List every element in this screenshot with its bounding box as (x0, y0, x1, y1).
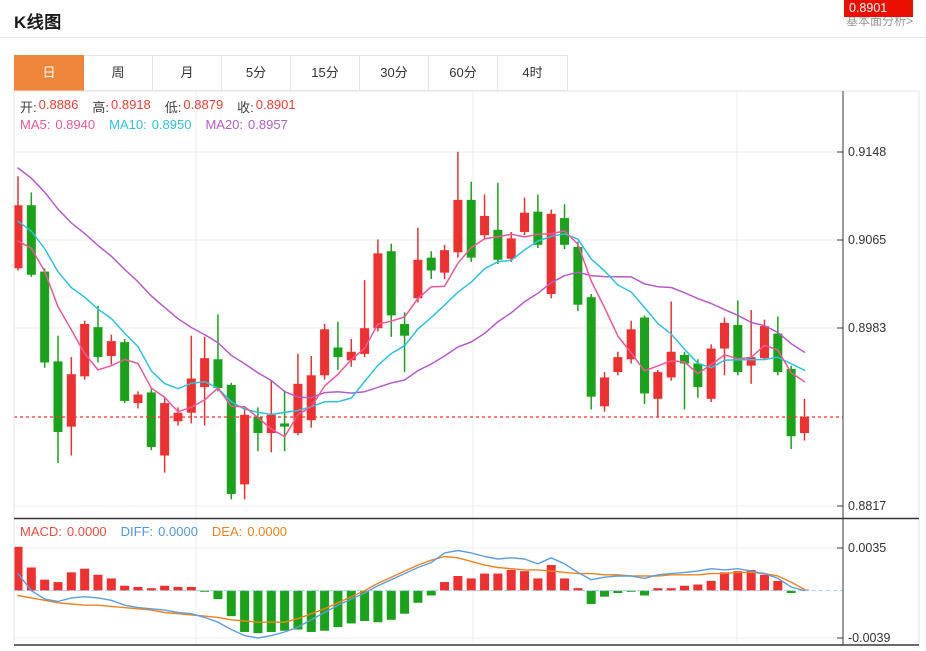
open-label: 开: (20, 100, 37, 115)
high-label: 高: (92, 100, 110, 115)
macd-tick-2: -0.0039 (848, 631, 891, 645)
low-label: 低: (164, 100, 182, 115)
interval-tabs: 日 周 月 5分 15分 30分 60分 4时 (14, 55, 568, 91)
price-tick-3: 0.8983 (848, 321, 887, 335)
ohlc-readout: 开: 0.8886 高: 0.8918 低: 0.8879 收: 0.8901 (20, 97, 296, 116)
low-value: 0.8879 (183, 97, 224, 112)
ma10-label: MA10: (109, 117, 147, 132)
ma20-label: MA20: (205, 117, 244, 132)
macd-readout: MACD: 0.0000 DIFF: 0.0000 DEA: 0.0000 (20, 524, 287, 539)
frame-layer (13, 90, 920, 646)
price-tick-2: 0.9065 (848, 233, 887, 247)
tab-day[interactable]: 日 (14, 55, 84, 91)
page-title: K线图 (14, 13, 62, 32)
dea-label: DEA: (211, 524, 243, 539)
tab-30min[interactable]: 30分 (360, 56, 429, 90)
tab-week[interactable]: 周 (84, 56, 153, 90)
diff-value: 0.0000 (158, 524, 198, 539)
close-value: 0.8901 (255, 97, 296, 112)
candles-layer (13, 151, 809, 500)
fundamental-analysis-link[interactable]: 基本面分析> (845, 14, 913, 28)
ma-readout: MA5: 0.8940 MA10: 0.8950 MA20: 0.8957 (20, 117, 288, 132)
high-value: 0.8918 (111, 97, 151, 112)
diff-label: DIFF: (120, 524, 154, 539)
tab-month[interactable]: 月 (153, 56, 222, 90)
close-label: 收: (237, 100, 254, 115)
title-divider (0, 37, 926, 38)
ma10-value: 0.8950 (151, 117, 192, 132)
open-value: 0.8886 (38, 97, 79, 112)
ma20-value: 0.8957 (248, 117, 288, 132)
tab-15min[interactable]: 15分 (291, 56, 360, 90)
dea-value: 0.0000 (247, 524, 288, 539)
tab-60min[interactable]: 60分 (429, 56, 498, 90)
price-tick-1: 0.9148 (848, 145, 887, 159)
tab-5min[interactable]: 5分 (222, 56, 291, 90)
ma5-value: 0.8940 (55, 117, 96, 132)
ma-lines-layer (17, 167, 806, 438)
macd-label: MACD: (20, 524, 62, 539)
macd-lines (17, 549, 806, 639)
macd-histogram (13, 546, 809, 634)
current-price-tag: 0.8901 (844, 0, 913, 17)
ma5-label: MA5: (20, 117, 51, 132)
macd-tick-1: 0.0035 (848, 541, 887, 555)
price-tick-4: 0.8817 (848, 499, 887, 513)
macd-value: 0.0000 (66, 524, 107, 539)
tab-4hour[interactable]: 4时 (498, 56, 567, 90)
